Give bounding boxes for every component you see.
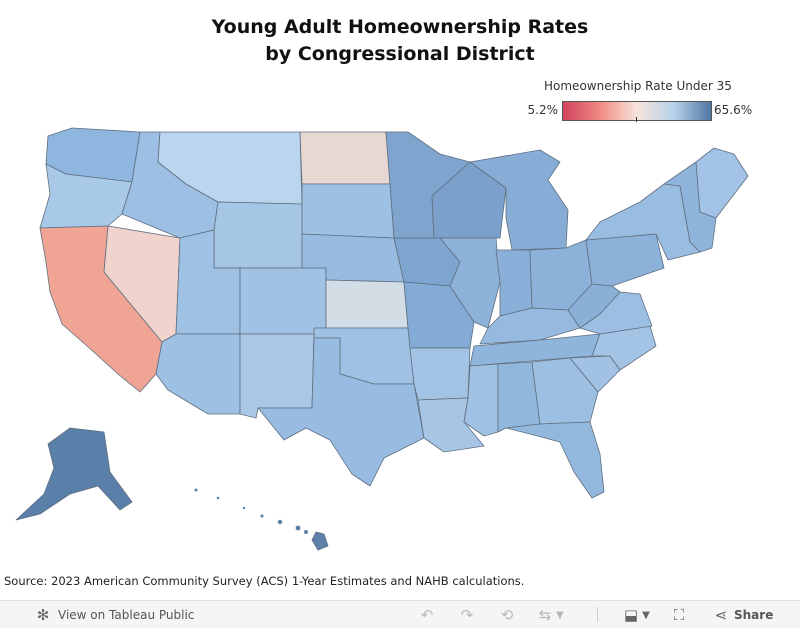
source-note: Source: 2023 American Community Survey (… [4, 574, 525, 588]
region-south-dakota[interactable] [301, 183, 395, 239]
view-on-tableau-label: View on Tableau Public [58, 608, 195, 622]
legend-title: Homeownership Rate Under 35 [544, 79, 732, 93]
revert-icon: ⟲ [500, 606, 514, 624]
undo-button[interactable]: ↶ [418, 605, 436, 625]
region-florida[interactable] [505, 421, 605, 499]
legend-max-label: 65.6% [714, 103, 753, 117]
region-mississippi[interactable] [463, 363, 499, 437]
chevron-down-icon: ▼ [556, 609, 564, 621]
legend-midpoint-tick [636, 117, 637, 122]
view-on-tableau-public-link[interactable]: ✻ View on Tableau Public [34, 605, 195, 625]
download-icon: ⬓ [623, 606, 639, 624]
tableau-toolbar: ✻ View on Tableau Public ↶ ↷ ⟲ ⇆ ▼ ⬓ ▼ ⛶ ⋖… [0, 600, 800, 628]
region-colorado[interactable] [239, 267, 327, 335]
fullscreen-icon: ⛶ [673, 606, 685, 624]
region-kansas[interactable] [325, 279, 409, 329]
region-georgia[interactable] [531, 357, 599, 425]
refresh-icon: ⇆ [538, 606, 552, 624]
fullscreen-button[interactable]: ⛶ [670, 605, 688, 625]
region-indiana[interactable] [495, 249, 533, 317]
legend-min-label: 5.2% [527, 103, 559, 117]
title-line-1: Young Adult Homeownership Rates [211, 16, 589, 38]
region-north-dakota[interactable] [299, 131, 391, 185]
region-oregon[interactable] [39, 163, 133, 229]
hawaii-small-islands [194, 488, 308, 534]
region-michigan[interactable] [469, 149, 569, 251]
refresh-button[interactable]: ⇆ ▼ [536, 605, 566, 625]
undo-icon: ↶ [420, 606, 434, 624]
region-arkansas[interactable] [409, 347, 471, 401]
share-button[interactable]: ⋖ Share [712, 605, 774, 625]
tableau-logo-icon: ✻ [36, 606, 50, 624]
download-button[interactable]: ⬓ ▼ [622, 605, 652, 625]
region-maine[interactable] [695, 147, 749, 219]
toolbar-divider [597, 607, 598, 622]
title-line-2: by Congressional District [265, 43, 535, 65]
chevron-down-icon: ▼ [642, 609, 650, 621]
redo-icon: ↷ [460, 606, 474, 624]
share-icon: ⋖ [714, 606, 728, 624]
region-hawaii[interactable] [311, 531, 329, 551]
legend-color-ramp [562, 101, 712, 121]
district-map[interactable] [0, 122, 800, 552]
region-pennsylvania[interactable] [585, 233, 665, 287]
region-texas[interactable] [257, 337, 425, 487]
region-alaska[interactable] [15, 427, 133, 521]
share-label: Share [734, 608, 774, 622]
region-new-mexico[interactable] [239, 333, 315, 419]
region-arizona[interactable] [155, 333, 241, 415]
region-illinois[interactable] [439, 237, 501, 329]
redo-button[interactable]: ↷ [458, 605, 476, 625]
region-wyoming[interactable] [213, 201, 303, 269]
revert-button[interactable]: ⟲ [498, 605, 516, 625]
chart-title: Young Adult Homeownership Rates by Congr… [0, 14, 800, 68]
